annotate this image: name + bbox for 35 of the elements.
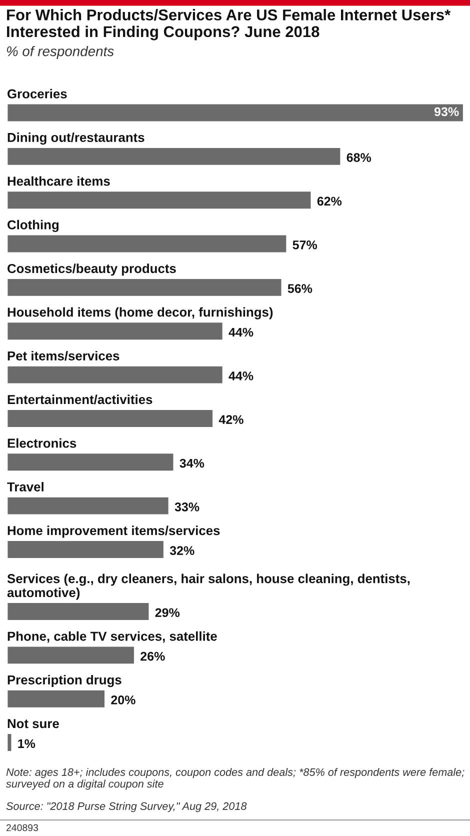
data-label: 33% (174, 502, 200, 512)
y-tick-label: Groceries (8, 88, 67, 98)
data-label: 44% (228, 328, 254, 337)
data-label: 29% (155, 608, 180, 618)
data-label: 44% (228, 372, 254, 380)
data-label: 56% (288, 284, 312, 293)
y-tick-label: Pet items/services (8, 350, 120, 361)
data-label: 93% (434, 107, 459, 116)
data-label: 68% (346, 153, 372, 162)
y-tick-label: Not sure (8, 719, 59, 728)
data-label: 32% (170, 546, 194, 556)
data-label: 34% (180, 458, 204, 468)
y-tick-label: Phone, cable TV services, satellite (8, 631, 217, 643)
y-tick-label: Household items (home decor, furnishings) (8, 307, 273, 320)
data-label: 57% (292, 240, 318, 250)
y-tick-label: Entertainment/activities (8, 394, 152, 404)
text: 240893 (6, 824, 38, 832)
source-note: Source: "2018 Purse String Survey," Aug 29, 2018 (6, 802, 247, 812)
data-label: 20% (111, 696, 136, 704)
y-tick-label: Services (e.g., dry cleaners, hair salons, house cleaning, dentists, automotive) (7, 574, 410, 600)
chart-subtitle: % of respondents (6, 46, 114, 59)
y-tick-label: Electronics (8, 438, 76, 448)
y-tick-label: Healthcare items (8, 176, 110, 186)
y-tick-label: Clothing (8, 220, 58, 232)
text: Note: ages 18+; includes coupons, coupon codes and deals; *85% of respondents were female; surveyed on a digital coupon site (6, 768, 464, 790)
y-tick-label: Dining out/restaurants (8, 132, 144, 145)
data-label: 42% (218, 415, 244, 424)
y-tick-label: Home improvement items/services (8, 526, 220, 538)
data-label: 1% (18, 739, 36, 748)
chart-title: For Which Products/Services Are US Female Internet Users* Interested in Finding Coupons? June 2018 (7, 9, 451, 40)
y-tick-label: Travel (7, 482, 44, 492)
data-label: 26% (140, 652, 165, 661)
y-tick-label: Cosmetics/beauty products (8, 264, 176, 276)
y-tick-label: Prescription drugs (8, 674, 122, 688)
data-label: 62% (317, 196, 342, 206)
